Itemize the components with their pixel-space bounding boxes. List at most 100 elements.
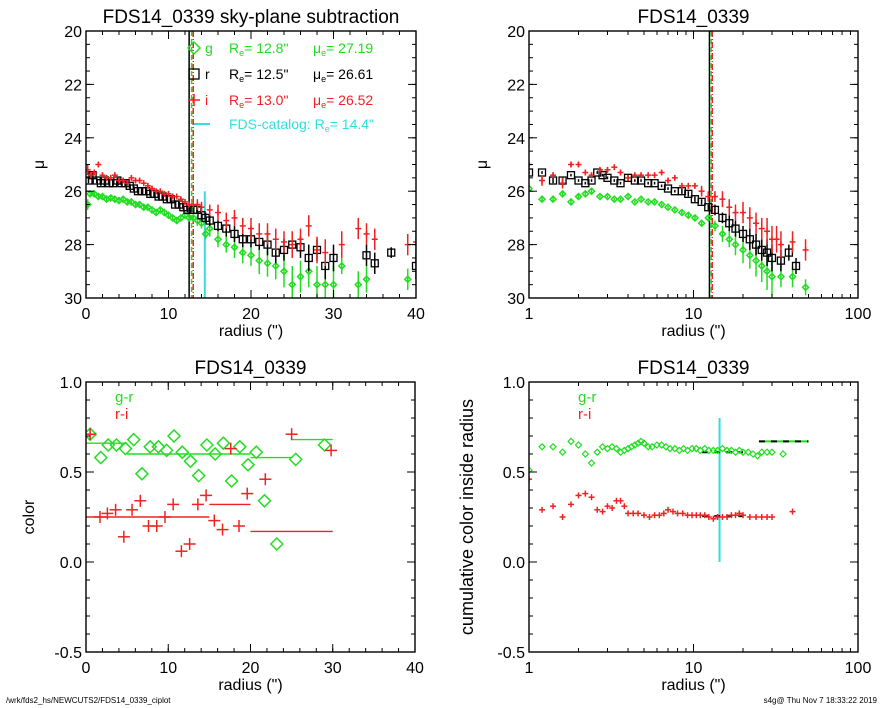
legend-item-i: i Re= 13.0" μe= 26.52 [188, 92, 373, 110]
data-point-g-r [608, 442, 616, 451]
data-point-g-r [640, 439, 648, 448]
data-point-g-r [757, 448, 766, 457]
data-point-g [762, 267, 772, 276]
data-point-i [91, 169, 98, 176]
data-point-r-i [789, 508, 796, 515]
data-point-i [645, 172, 652, 179]
data-point-g [704, 213, 713, 222]
data-point-i [124, 180, 131, 187]
data-point-r-i [740, 512, 747, 519]
legend-item-catalog: FDS-catalog: Re= 14.4" [194, 116, 374, 134]
data-point-g [90, 189, 99, 198]
x-tick-label: 20 [242, 306, 260, 323]
data-point-i [194, 201, 201, 208]
data-point-i [789, 238, 796, 245]
data-point-i [658, 169, 665, 176]
data-point-r [411, 261, 416, 271]
legend-item-r: r Re= 12.5" μe= 26.61 [188, 66, 373, 84]
legend-symbol-square [188, 68, 200, 80]
legend-label-g-r: g-r [578, 389, 596, 406]
x-tick-label: 40 [406, 660, 424, 677]
data-point-g-r [538, 442, 546, 451]
data-point-g-r [735, 446, 744, 455]
data-point-i [678, 182, 685, 189]
data-point-g [255, 256, 264, 265]
data-point-g-r [753, 451, 762, 460]
y-axis-label: μ [31, 160, 48, 169]
data-point-g [354, 280, 363, 289]
y-axis-label: color [21, 499, 38, 534]
legend-label-r-i: r-i [115, 406, 128, 423]
data-point-g [201, 229, 210, 238]
data-point-r-i [768, 514, 775, 520]
data-point-i [777, 241, 784, 248]
chart-profile-log: FDS14_0339 1 10 100 radius (") 20 22 24 26 28 30 μ [474, 7, 871, 340]
chart-title: FDS14_0339 [195, 358, 307, 379]
data-point-g [321, 280, 330, 289]
x-tick-label: 1 [525, 660, 534, 677]
data-point-r-i [625, 510, 632, 517]
data-point-r-i [669, 508, 676, 515]
y-tick-label: 24 [64, 131, 82, 148]
data-point-r-i [746, 514, 753, 520]
data-point-i [732, 209, 739, 216]
data-point-i [611, 164, 618, 171]
data-point-g [731, 240, 740, 249]
data-point-r [370, 259, 379, 268]
data-point-i [140, 180, 147, 187]
data-point-i [539, 177, 546, 184]
data-point-r-i [529, 476, 532, 483]
data-point-g [180, 211, 190, 220]
data-point-i [740, 209, 747, 216]
file-path-label: /wrk/fds2_hs/NEWCUTS2/FDS14_0339_ciplot [6, 696, 171, 705]
data-point-i [111, 172, 118, 179]
data-point-r-i [325, 444, 338, 457]
data-point-i [177, 196, 184, 203]
data-point-g-r [662, 442, 670, 451]
legend-catalog-label: FDS-catalog: Re= 14.4" [229, 116, 374, 134]
data-point-i [149, 185, 155, 192]
data-point-i [87, 172, 94, 179]
data-point-r [304, 253, 313, 263]
data-point-r [329, 253, 338, 263]
data-point-r-i [567, 501, 574, 508]
data-point-r-i [167, 498, 180, 511]
data-point-g [197, 219, 206, 228]
y-tick-label: 0.0 [503, 555, 525, 572]
data-point-g [637, 195, 646, 204]
y-tick-label: 30 [507, 291, 525, 308]
data-point-g [222, 240, 231, 249]
legend-re-value: Re= 13.0" [229, 92, 288, 110]
data-point-i [691, 182, 698, 189]
data-point-r [362, 251, 371, 260]
data-point-g-r [593, 448, 602, 457]
x-axis-label: radius (") [661, 323, 725, 340]
data-point-g [595, 192, 605, 201]
data-point-g-r [679, 444, 688, 453]
data-point-r-i [599, 508, 606, 515]
data-point-g-r [93, 450, 108, 465]
data-point-i [157, 188, 164, 195]
data-point-g-r [166, 428, 182, 444]
y-tick-label: 28 [64, 238, 82, 255]
x-tick-label: 0 [82, 660, 91, 677]
data-point-i [631, 172, 638, 179]
data-point-g [110, 195, 119, 204]
data-point-g-r [581, 450, 590, 458]
data-point-g-r [768, 448, 776, 457]
data-point-r-i [635, 510, 642, 517]
legend-re-value: Re= 12.8" [229, 40, 288, 58]
chart-title: FDS14_0339 sky-plane subtraction [103, 7, 400, 28]
data-point-r-i [208, 514, 221, 527]
x-tick-label: 100 [845, 306, 872, 323]
data-point-i [665, 177, 672, 184]
data-point-r [183, 205, 192, 215]
data-point-g [160, 208, 169, 217]
data-point-i [559, 180, 566, 187]
x-tick-label: 40 [407, 306, 425, 323]
chart-title: FDS14_0339 [638, 358, 750, 379]
data-point-i [128, 174, 135, 181]
data-point-g [788, 272, 797, 281]
x-tick-label: 30 [324, 660, 342, 677]
data-point-g-r [567, 437, 575, 446]
